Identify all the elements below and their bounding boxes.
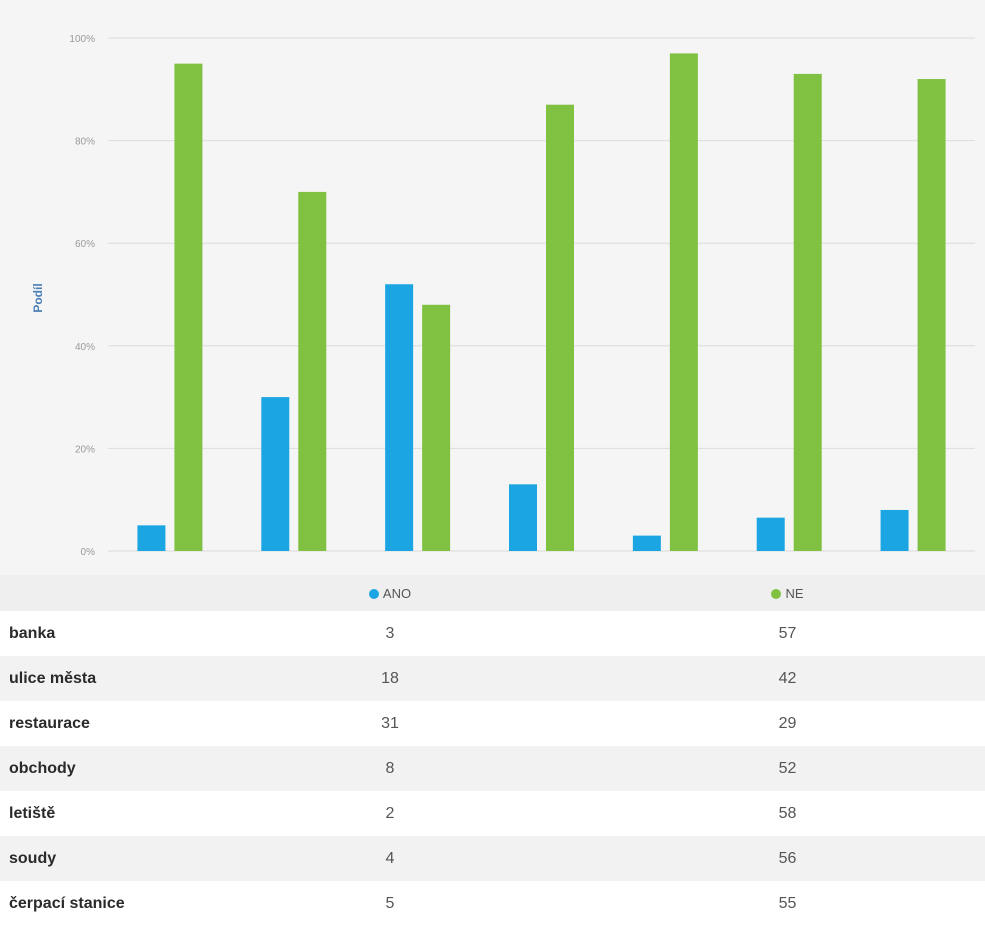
row-label: soudy <box>0 836 190 881</box>
ne-value: 42 <box>590 656 985 701</box>
row-label: banka <box>9 624 56 642</box>
row-label: restaurace <box>9 714 90 732</box>
bar-ne <box>174 63 203 552</box>
ano-value: 2 <box>385 804 395 822</box>
ano-value: 31 <box>381 714 399 732</box>
legend-ne: NE <box>590 575 985 611</box>
row-label: letiště <box>9 804 56 822</box>
legend-ne-label: NE <box>785 585 804 601</box>
ano-value: 8 <box>190 746 590 791</box>
legend-ano-label: ANO <box>382 585 412 601</box>
y-tick-label: 60% <box>75 239 95 250</box>
y-tick-label: 100% <box>69 34 95 45</box>
bar-ne <box>546 104 574 551</box>
bar-ne <box>298 191 327 551</box>
bar-ano <box>756 517 785 551</box>
ano-dot-icon <box>368 588 379 599</box>
ne-dot-icon <box>771 588 782 599</box>
bar-ano <box>509 484 537 551</box>
ne-value: 58 <box>778 804 797 822</box>
y-tick-label: 80% <box>75 137 95 148</box>
bar-ne <box>917 79 946 551</box>
table-row: banka 3 57 <box>0 611 985 656</box>
table-header-row: ANO NE <box>0 575 985 611</box>
ne-value: 29 <box>778 714 797 732</box>
table-row: restaurace 31 29 <box>0 701 985 746</box>
ano-value: 18 <box>190 656 590 701</box>
bar-ano <box>261 397 290 551</box>
bars <box>137 53 946 552</box>
row-label: obchody <box>0 746 190 791</box>
bar-ne <box>793 73 822 551</box>
ne-value: 52 <box>590 746 985 791</box>
table-row: letiště 2 58 <box>0 791 985 836</box>
y-tick-label: 40% <box>75 342 95 353</box>
bar-chart: 0% 20% 40% 60% 80% 100% Podíl <box>31 34 975 558</box>
row-label: čerpací stanice <box>9 894 125 912</box>
ano-value: 5 <box>385 894 395 912</box>
bar-ano <box>632 535 661 551</box>
bar-ne <box>422 304 451 551</box>
ne-value: 57 <box>778 624 797 642</box>
table-row: čerpací stanice 5 55 <box>0 881 985 926</box>
ano-value: 3 <box>385 624 395 642</box>
y-axis-label: Podíl <box>31 283 45 312</box>
row-label: ulice města <box>0 656 190 701</box>
data-table: ANO NE banka 3 57 ulice města 18 42 restaurace… <box>0 575 985 926</box>
ano-value: 4 <box>190 836 590 881</box>
y-axis-ticks: 0% 20% 40% 60% 80% 100% <box>69 34 95 558</box>
table-header-empty <box>0 575 190 611</box>
bar-ne <box>669 53 698 551</box>
gridlines <box>108 37 975 552</box>
table-row: ulice města 18 42 <box>0 656 985 701</box>
ne-value: 56 <box>590 836 985 881</box>
table-row: obchody 8 52 <box>0 746 985 791</box>
bar-ano <box>137 525 166 551</box>
y-tick-label: 0% <box>81 547 96 558</box>
bar-ano <box>880 509 909 551</box>
bar-ano <box>385 284 414 551</box>
ne-value: 55 <box>778 894 797 912</box>
y-tick-label: 20% <box>75 444 95 455</box>
table-row: soudy 4 56 <box>0 836 985 881</box>
legend-ano: ANO <box>190 575 590 611</box>
chart-area: 0% 20% 40% 60% 80% 100% Podíl <box>31 34 975 558</box>
